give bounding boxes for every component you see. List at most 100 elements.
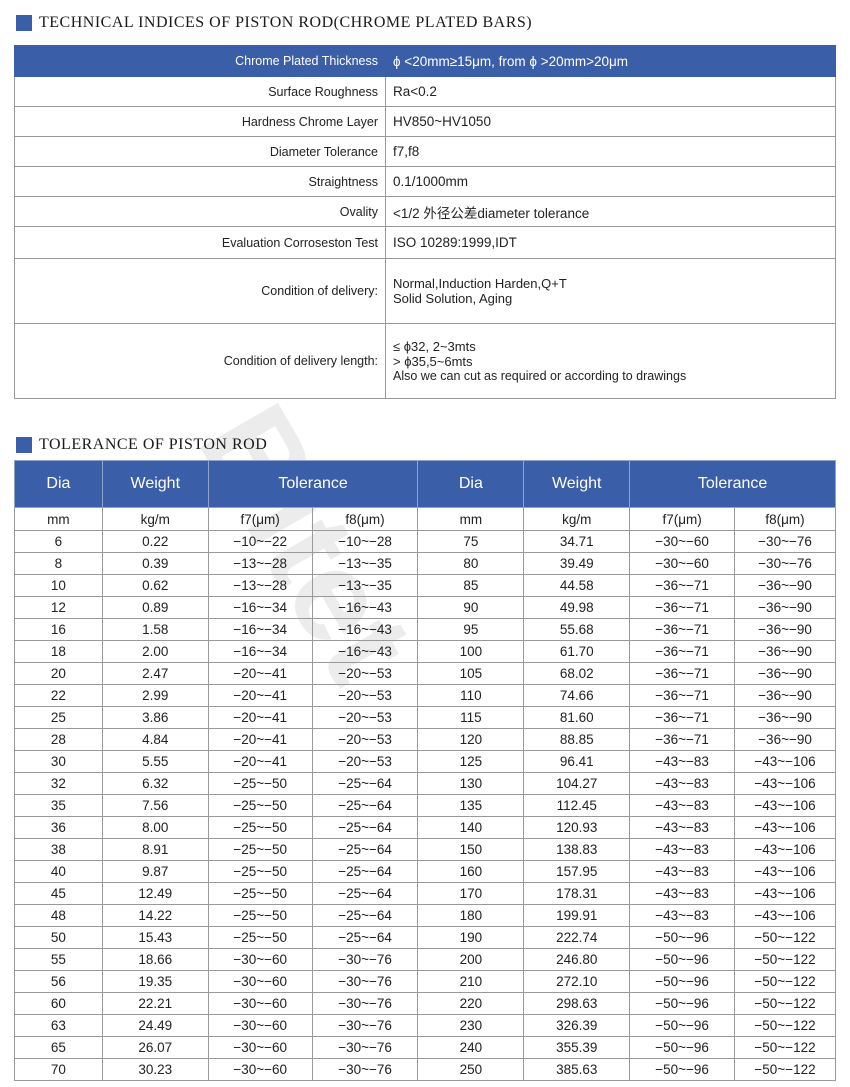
table-cell: 138.83 [523,838,631,861]
table-cell: −50~−96 [629,1058,736,1081]
table-cell: 199.91 [523,904,631,927]
table-cell: −50~−96 [629,1036,736,1059]
spec-value: ISO 10289:1999,IDT [385,226,836,259]
table-cell: 0.39 [101,552,209,575]
table-cell: 25 [14,706,103,729]
spec-value: HV850~HV1050 [385,106,836,137]
spec-row: Surface Roughness Ra<0.2 [14,76,836,107]
table-cell: 40 [14,860,103,883]
table-cell: 14.22 [101,904,209,927]
column-header: Weight [101,460,209,508]
table-cell: −25~−50 [207,904,313,927]
table-cell: −50~−96 [629,948,736,971]
table-cell: −36~−71 [629,662,736,685]
table-row: 28 4.84 −20~−41 −20~−53 120 88.85 −36~−71 −36~−… [14,728,836,751]
table-cell: 130 [417,772,525,795]
table-cell: −30~−76 [311,992,419,1015]
table-cell: −36~−90 [734,684,836,707]
table-cell: 50 [14,926,103,949]
table-cell: −20~−41 [207,750,313,773]
table-cell: −25~−64 [311,816,419,839]
table-cell: 104.27 [523,772,631,795]
table-cell: 0.22 [101,530,209,553]
table-cell: −20~−41 [207,684,313,707]
table-cell: 230 [417,1014,525,1037]
table-cell: −43~−106 [734,860,836,883]
table-cell: −36~−71 [629,684,736,707]
table-cell: −30~−60 [629,530,736,553]
table-cell: −50~−96 [629,970,736,993]
spec-label: Condition of delivery: [14,258,386,324]
unit-cell: kg/m [523,507,631,531]
tolerance-section-title: TOLERANCE OF PISTON ROD [16,436,267,454]
table-cell: −36~−71 [629,574,736,597]
table-cell: 39.49 [523,552,631,575]
tolerance-title-text: TOLERANCE OF PISTON ROD [39,436,268,453]
table-cell: −36~−90 [734,728,836,751]
table-cell: −43~−106 [734,794,836,817]
table-cell: 157.95 [523,860,631,883]
table-cell: 135 [417,794,525,817]
table-cell: −25~−50 [207,794,313,817]
table-cell: 246.80 [523,948,631,971]
table-cell: 95 [417,618,525,641]
table-cell: −50~−122 [734,1058,836,1081]
table-cell: 150 [417,838,525,861]
table-row: 22 2.99 −20~−41 −20~−53 110 74.66 −36~−71 −36~−… [14,684,836,707]
spec-value-line: HV850~HV1050 [393,114,491,129]
table-cell: −10~−22 [207,530,313,553]
table-cell: 6 [14,530,103,553]
table-row: 45 12.49 −25~−50 −25~−64 170 178.31 −43~−83 −43… [14,882,836,905]
table-cell: 12.49 [101,882,209,905]
table-cell: −30~−76 [311,1058,419,1081]
table-cell: −50~−96 [629,992,736,1015]
table-row: 16 1.58 −16~−34 −16~−43 95 55.68 −36~−71 −36~−9… [14,618,836,641]
column-header: Tolerance [629,460,836,508]
column-header: Dia [14,460,103,508]
table-cell: 80 [417,552,525,575]
table-cell: 8 [14,552,103,575]
table-row: 40 9.87 −25~−50 −25~−64 160 157.95 −43~−83 −43~… [14,860,836,883]
table-cell: −50~−122 [734,992,836,1015]
table-cell: 240 [417,1036,525,1059]
table-row: 65 26.07 −30~−60 −30~−76 240 355.39 −50~−96 −50… [14,1036,836,1059]
table-cell: 30 [14,750,103,773]
spec-value: 0.1/1000mm [385,166,836,197]
table-cell: 44.58 [523,574,631,597]
table-cell: −13~−28 [207,574,313,597]
spec-label: Surface Roughness [14,76,386,107]
table-cell: −20~−41 [207,662,313,685]
section-marker-icon [16,15,32,31]
table-row: 48 14.22 −25~−50 −25~−64 180 199.91 −43~−83 −43… [14,904,836,927]
table-cell: −16~−34 [207,596,313,619]
table-cell: −16~−43 [311,618,419,641]
table-cell: 190 [417,926,525,949]
table-cell: −36~−71 [629,706,736,729]
table-cell: −43~−106 [734,772,836,795]
spec-row: Evaluation Corroseston Test ISO 10289:199… [14,226,836,259]
table-cell: −50~−122 [734,1014,836,1037]
table-cell: 22.21 [101,992,209,1015]
spec-value-line: f7,f8 [393,144,420,159]
spec-value-line: Ra<0.2 [393,84,437,99]
table-cell: 120 [417,728,525,751]
table-cell: −50~−122 [734,1036,836,1059]
spec-row: Straightness 0.1/1000mm [14,166,836,197]
table-cell: 61.70 [523,640,631,663]
spec-label: Diameter Tolerance [14,136,386,167]
table-cell: −20~−41 [207,706,313,729]
spec-label: Condition of delivery length: [14,323,386,399]
table-cell: −16~−34 [207,640,313,663]
table-cell: 200 [417,948,525,971]
table-cell: 68.02 [523,662,631,685]
table-cell: 385.63 [523,1058,631,1081]
table-cell: −20~−53 [311,706,419,729]
table-cell: −30~−76 [734,552,836,575]
table-cell: 65 [14,1036,103,1059]
table-cell: 160 [417,860,525,883]
table-cell: 110 [417,684,525,707]
units-row: mm kg/m f7(μm) f8(μm) mm kg/m f7(μm) f8(μm) [14,507,836,531]
table-cell: 100 [417,640,525,663]
table-cell: −25~−50 [207,882,313,905]
table-cell: 120.93 [523,816,631,839]
